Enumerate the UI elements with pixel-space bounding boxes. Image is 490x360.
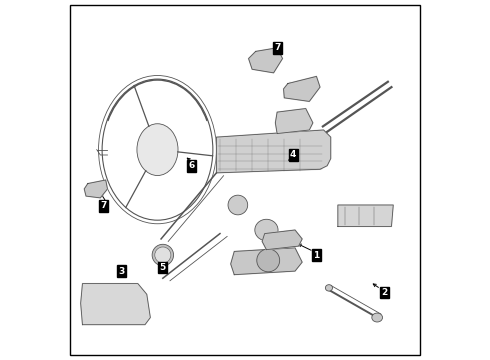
Text: 1: 1 — [313, 251, 319, 260]
Polygon shape — [84, 180, 107, 198]
Text: 4: 4 — [290, 150, 296, 159]
Polygon shape — [217, 130, 331, 173]
Polygon shape — [338, 205, 393, 226]
Text: 7: 7 — [274, 43, 280, 52]
Ellipse shape — [137, 124, 178, 176]
Ellipse shape — [255, 219, 278, 241]
Polygon shape — [81, 284, 150, 325]
Ellipse shape — [228, 195, 247, 215]
Text: 6: 6 — [188, 161, 195, 170]
Ellipse shape — [325, 285, 333, 291]
Polygon shape — [275, 109, 313, 134]
Text: 5: 5 — [160, 263, 166, 272]
Polygon shape — [284, 76, 320, 102]
Ellipse shape — [372, 313, 383, 322]
Polygon shape — [262, 230, 302, 249]
Text: 3: 3 — [119, 267, 125, 276]
Polygon shape — [231, 248, 302, 275]
Text: 7: 7 — [101, 201, 107, 210]
Ellipse shape — [155, 247, 171, 263]
Polygon shape — [248, 48, 283, 73]
Text: 2: 2 — [381, 288, 388, 297]
Circle shape — [257, 249, 280, 272]
Ellipse shape — [152, 244, 173, 266]
